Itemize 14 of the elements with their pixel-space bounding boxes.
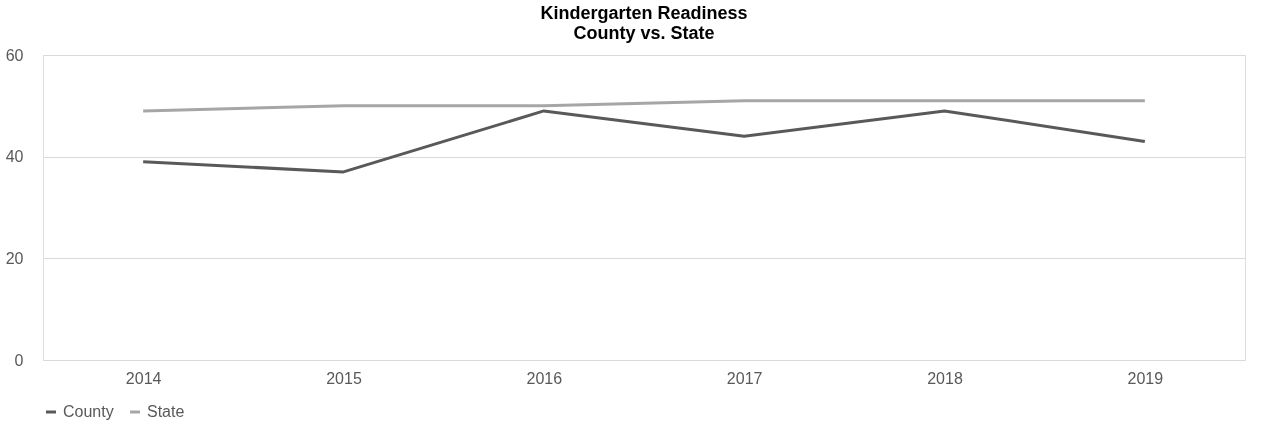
- y-tick-label: 60: [5, 46, 24, 64]
- x-tick-label: 2018: [927, 369, 963, 387]
- x-tick-label: 2015: [326, 369, 362, 387]
- y-tick-label: 20: [5, 249, 24, 267]
- chart-title: Kindergarten Readiness County vs. State: [540, 3, 748, 43]
- y-tick-label: 40: [5, 148, 24, 166]
- legend-label: County: [63, 403, 114, 420]
- x-tick-label: 2019: [1127, 369, 1164, 387]
- x-tick-label: 2016: [526, 369, 563, 387]
- x-tick-label: 2017: [726, 369, 763, 387]
- x-tick-label: 2014: [125, 369, 162, 387]
- legend-label: State: [147, 403, 185, 420]
- y-tick-label: 0: [14, 351, 24, 369]
- line-series: [141, 109, 1147, 174]
